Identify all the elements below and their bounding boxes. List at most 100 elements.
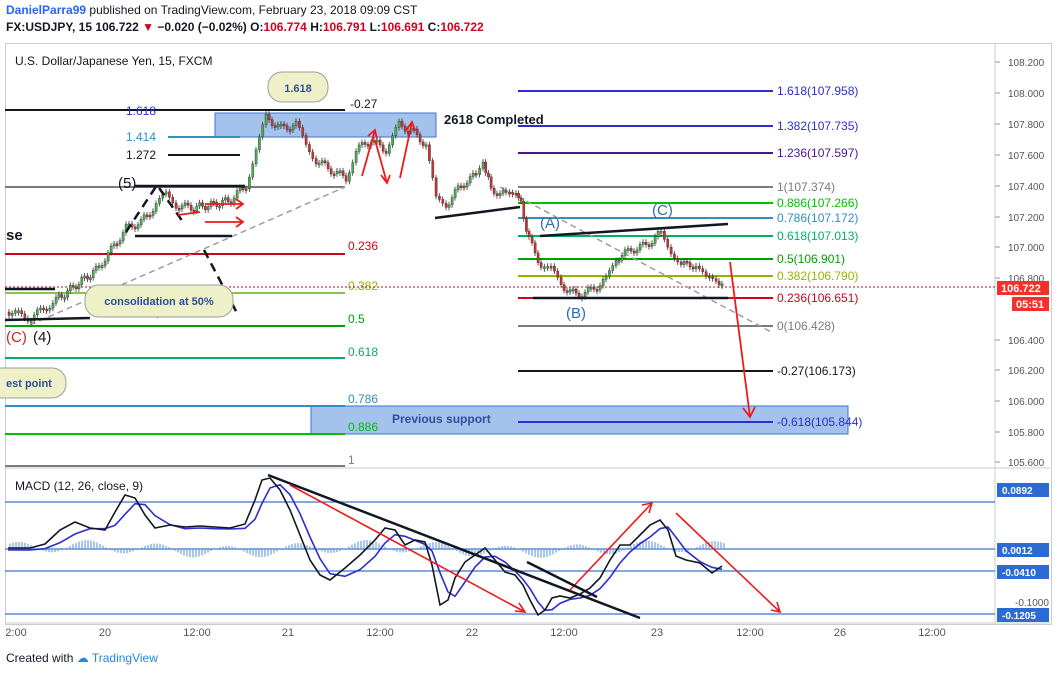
macd-title: MACD (12, 26, close, 9) [15,479,143,493]
time-tick: 2:00 [5,627,26,639]
symbol-header: FX:USDJPY, 15 106.722 ▼ −0.020 (−0.02%) … [6,20,484,35]
current-price-badge: 106.722 05:51 [997,281,1049,311]
macd-value-badges: 0.0892 0.0012 -0.0410 -0.1205 [997,483,1049,622]
svg-text:106.722: 106.722 [1001,283,1041,295]
price-tick: 107.200 [1008,213,1045,224]
fib-ext-1414: 1.414 [126,130,156,144]
author-link[interactable]: DanielParra99 [6,3,87,17]
time-tick: 20 [99,627,111,639]
low-value: 106.691 [380,20,425,34]
price-tick: 106.000 [1008,397,1045,408]
svg-text:est point: est point [6,378,52,390]
price-tick: 107.000 [1008,243,1045,254]
right-fib-label: 1.236(107.597) [777,146,858,160]
wave-a-label: (A) [540,215,560,232]
cut-label: se [6,227,23,244]
time-tick: 21 [282,627,294,639]
right-fib-label: -0.618(105.844) [777,415,862,429]
time-tick: 26 [834,627,846,639]
previous-support-box [310,405,849,435]
published-text: published on TradingView.com, February 2… [89,3,418,17]
fib-ext-1618: 1.618 [126,104,156,118]
macd-signal-line [8,483,723,612]
time-tick: 12:00 [366,627,394,639]
time-tick: 12:00 [183,627,211,639]
time-tick: 23 [651,627,663,639]
last-price: 106.722 [95,20,139,34]
chart-frame [5,43,1052,625]
price-tick: 108.200 [1008,58,1045,69]
fib-label-0618: 0.618 [348,345,378,359]
tradingview-link[interactable]: TradingView [91,651,158,665]
fib-label-1: 1 [348,453,355,467]
close-label: C: [427,20,441,34]
price-tick: 107.400 [1008,182,1045,193]
wave-5-label: (5) [118,175,136,192]
price-tick: 105.800 [1008,428,1045,439]
right-fib-label: 0(106.428) [777,319,835,333]
svg-text:05:51: 05:51 [1016,299,1044,311]
price-tick: 108.000 [1008,89,1045,100]
tradingview-logo-icon[interactable]: ☁ [76,651,89,665]
chart-title: U.S. Dollar/Japanese Yen, 15, FXCM [15,54,212,68]
created-with: Created with [6,651,74,665]
fib-label-0382: 0.382 [348,279,378,293]
publish-header: DanielParra99 published on TradingView.c… [6,3,417,18]
right-fib-label: 0.618(107.013) [777,229,858,243]
fib-label-0886: 0.886 [348,420,378,434]
right-fib-label: 1.382(107.735) [777,119,858,133]
price-tick: 105.600 [1008,458,1045,469]
price-tick: 106.800 [1008,274,1045,285]
right-fib-label: 0.5(106.901) [777,252,845,266]
time-axis: 2:00 20 12:00 21 12:00 22 12:00 23 12:00 26 12:00 [5,627,945,639]
price-tick: 106.400 [1008,336,1045,347]
right-fib-label: 1(107.374) [777,180,835,194]
svg-text:0.0892: 0.0892 [1002,486,1033,497]
open-label: O: [250,20,264,34]
right-fib-label: 0.382(106.790) [777,269,858,283]
wave-b-label: (B) [566,305,586,322]
bubble-1618: 1.618 [267,71,329,103]
price-tick: 107.600 [1008,151,1045,162]
change-arrow-icon: ▼ [142,20,155,34]
wave-4-label: (4) [33,329,51,346]
wave-c-left-label: (C) [6,329,27,346]
fib-label-0236: 0.236 [348,239,378,253]
completed-label: 2618 Completed [444,112,544,127]
fib-label-neg027: -0.27 [350,97,378,111]
right-fib-label: 1.618(107.958) [777,84,858,98]
svg-text:-0.1205: -0.1205 [1002,611,1036,622]
macd-tick-1: -0.1000 [1015,598,1049,609]
fib-label-0786: 0.786 [348,392,378,406]
high-value: 106.791 [322,20,367,34]
high-label: H: [310,20,323,34]
test-point-note: est point [0,367,67,399]
consolidation-note: consolidation at 50% [84,284,234,318]
fib-ext-1272: 1.272 [126,148,156,162]
price-tick: 106.200 [1008,366,1045,377]
price-axis: 108.200 108.000 107.800 107.600 107.400 107.2… [995,58,1045,469]
time-tick: 12:00 [736,627,764,639]
right-fib-label: 0.786(107.172) [777,211,858,225]
svg-text:-0.0410: -0.0410 [1002,568,1036,579]
price-candles [7,111,724,326]
svg-text:0.0012: 0.0012 [1002,546,1033,557]
wave-c-label: (C) [652,202,673,219]
right-fib-label: 0.886(107.266) [777,196,858,210]
symbol: FX:USDJPY, 15 [6,20,93,34]
price-tick: 107.800 [1008,120,1045,131]
time-tick: 12:00 [918,627,946,639]
footer: Created with ☁ TradingView [6,651,158,665]
right-fib-lines [518,90,773,423]
previous-support-label: Previous support [392,412,491,426]
open-value: 106.774 [263,20,307,34]
right-fib-label: 0.236(106.651) [777,291,858,305]
svg-text:1.618: 1.618 [284,83,312,95]
low-label: L: [369,20,381,34]
time-tick: 22 [466,627,478,639]
close-value: 106.722 [440,20,484,34]
macd-line [8,477,723,617]
right-fib-label: -0.27(106.173) [777,364,856,378]
svg-text:consolidation at 50%: consolidation at 50% [104,296,214,308]
